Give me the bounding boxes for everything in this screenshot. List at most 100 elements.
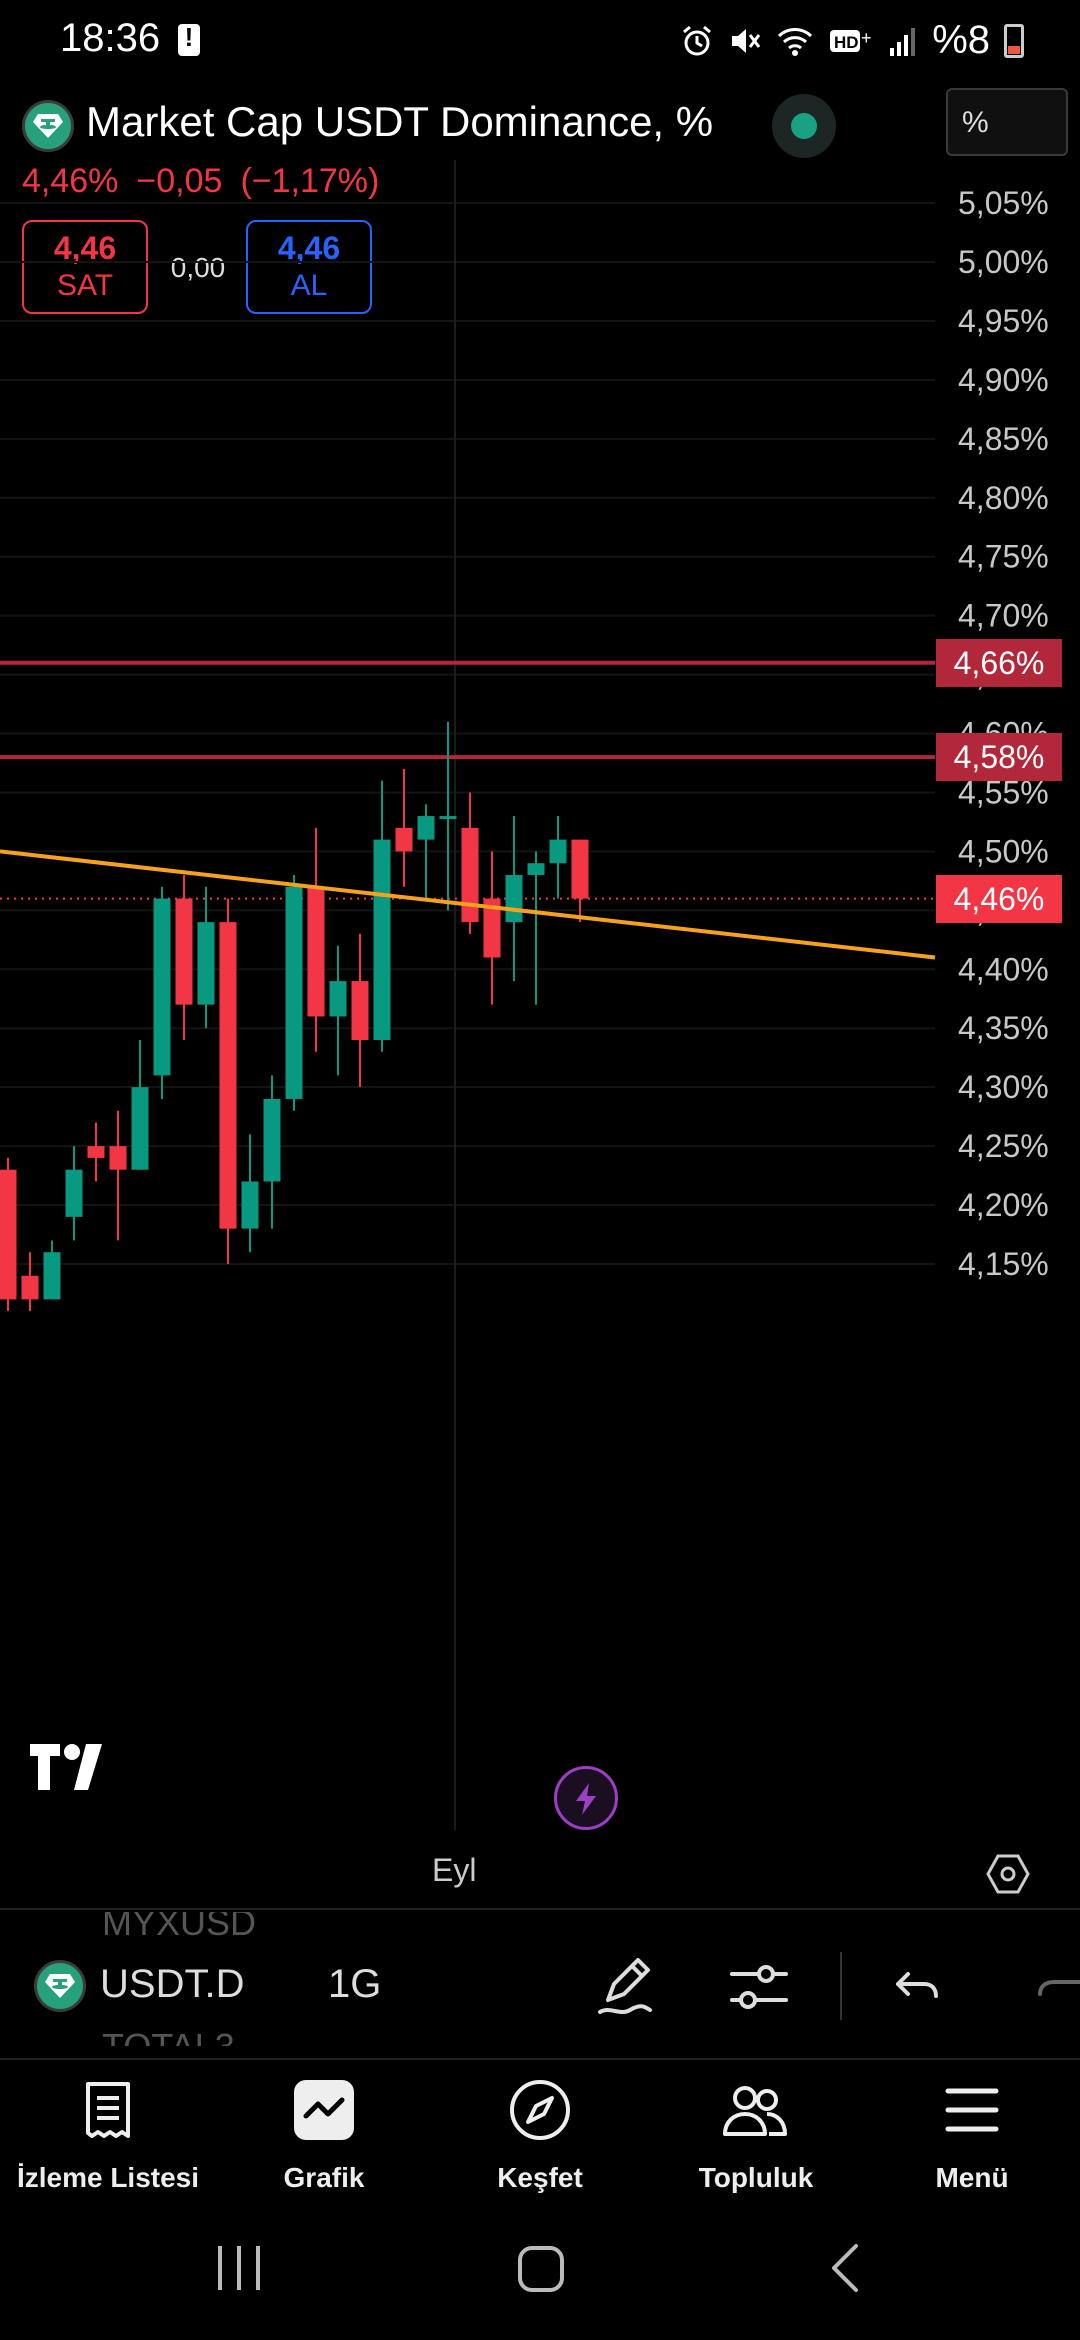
price-axis-tick: 4,40% [958,951,1049,987]
candle[interactable] [175,874,193,1041]
candle[interactable] [483,851,501,1005]
candle[interactable] [439,721,457,911]
candle[interactable] [219,898,237,1264]
candle[interactable] [87,1122,105,1182]
home-icon [518,2246,564,2292]
candle[interactable] [109,1110,127,1241]
nav-chart[interactable]: Grafik [216,2078,432,2194]
chart-title[interactable]: Market Cap USDT Dominance, % [86,98,714,145]
drawing-tools-button[interactable] [592,1952,662,2022]
trendline-line[interactable] [0,849,936,960]
nav-community-label: Topluluk [698,2162,814,2193]
candle[interactable] [549,816,567,899]
divider [0,1908,1080,1910]
back-button[interactable] [826,2240,866,2301]
level-price-tag[interactable]: 4,66% [936,638,1062,687]
nav-menu[interactable]: Menü [864,2078,1080,2194]
candle[interactable] [21,1252,39,1312]
undo-button[interactable] [886,1952,956,2022]
sell-button[interactable]: 4,46 SAT [22,220,148,314]
alarm-icon [683,25,712,55]
current-price-tag[interactable]: 4,46% [936,874,1062,923]
symbol-carousel-prev[interactable]: MYXUSD 4s [102,1902,257,1944]
nav-watchlist[interactable]: İzleme Listesi [0,2078,216,2194]
price-axis-tick: 4,80% [958,480,1049,516]
candle[interactable] [351,933,369,1088]
lightning-icon[interactable] [554,1766,618,1830]
status-time: 18:36 [60,16,161,60]
pencil-icon [598,1958,652,2014]
recent-apps-button[interactable] [214,2240,264,2301]
price-axis-tick: 4,30% [958,1069,1049,1105]
nav-explore-label: Keşfet [497,2162,583,2193]
price-axis-tick: 4,35% [958,1010,1049,1046]
next-symbol: TOTAL3 [102,2026,235,2067]
spread-value: 0,00 [170,252,226,283]
price-axis-tick: 4,70% [958,598,1049,634]
candle[interactable] [373,780,391,1052]
candle[interactable] [153,886,171,1099]
tether-logo-icon[interactable] [22,100,74,152]
candle-body [307,886,325,1017]
candle[interactable] [395,768,413,887]
mute-icon [732,28,761,53]
scale-mode-button[interactable]: % [946,88,1068,156]
chart-settings-icon[interactable] [986,1852,1030,1901]
candle-body [285,886,303,1099]
chart-icon [294,2080,354,2140]
price-axis-tick: 4,25% [958,1128,1049,1164]
signal-icon [890,27,916,56]
nav-community[interactable]: Topluluk [648,2078,864,2194]
candle[interactable] [65,1146,83,1241]
redo-button[interactable] [1030,1952,1080,2022]
toolbar-separator [840,1952,842,2020]
candle[interactable] [241,1134,259,1253]
candle[interactable] [197,886,215,1029]
candle[interactable] [505,816,523,982]
nav-explore[interactable]: Keşfet [432,2078,648,2194]
alert-icon [178,22,200,56]
candle[interactable] [417,804,435,899]
candle-body [483,898,501,958]
candle[interactable] [527,851,545,1005]
candle[interactable] [0,1157,17,1312]
back-icon [832,2244,858,2292]
status-icons: HD + %8 [680,18,1024,63]
timeframe-selector[interactable]: 1G [328,1962,382,2006]
candle-body [175,898,193,1005]
prev-symbol: MYXUSD [102,1902,257,1943]
level-price-tag[interactable]: 4,58% [936,733,1062,782]
divider [0,2058,1080,2060]
buy-button[interactable]: 4,46 AL [246,220,372,314]
candle[interactable] [461,792,479,934]
candle-body [65,1169,83,1217]
candlestick-chart[interactable]: 5,05% 5,00% 4,95% 4,90% 4,85% 4,80% 4,75% 4,70%… [0,160,1080,1840]
candle[interactable] [285,874,303,1111]
tether-logo-icon [34,1960,86,2012]
hd-voice-icon: HD + [830,28,872,52]
candle[interactable] [307,827,325,1052]
home-button[interactable] [514,2240,570,2301]
watchlist-icon [86,2082,130,2138]
symbol-selector[interactable]: USDT.D [100,1962,245,2006]
battery-text: %8 [932,18,990,62]
last-price: 4,46% [22,162,119,200]
candles[interactable] [0,721,589,1312]
candle[interactable] [131,1040,149,1170]
candle[interactable] [43,1240,61,1300]
status-bar: 18:36 HD+ %8 [0,0,1080,84]
candle[interactable] [329,945,347,1076]
menu-icon [945,2088,999,2132]
svg-text:HD: HD [834,33,859,52]
candle[interactable] [263,1075,281,1229]
price-change-percent: (−1,17%) [240,162,380,200]
symbol-carousel-next[interactable]: TOTAL3 1H [102,2026,235,2067]
price-change: −0,05 [136,162,223,200]
candle-body [527,863,545,875]
candle[interactable] [571,839,589,923]
candle-body [461,827,479,923]
market-status-icon[interactable] [772,94,836,158]
price-axis-tick: 4,85% [958,421,1049,457]
trendline[interactable] [0,849,936,960]
indicators-button[interactable] [724,1952,794,2022]
